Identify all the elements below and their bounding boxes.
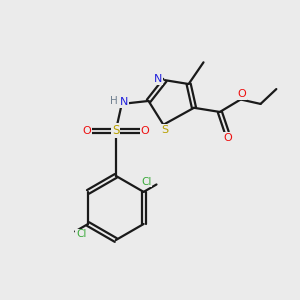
Text: S: S bbox=[161, 125, 168, 135]
Text: O: O bbox=[82, 126, 91, 136]
Text: O: O bbox=[223, 133, 232, 142]
Text: N: N bbox=[154, 74, 163, 84]
Text: Cl: Cl bbox=[141, 176, 151, 187]
Text: S: S bbox=[112, 124, 119, 137]
Text: O: O bbox=[141, 126, 149, 136]
Text: N: N bbox=[120, 98, 128, 107]
Text: H: H bbox=[110, 96, 117, 106]
Text: Cl: Cl bbox=[76, 230, 86, 239]
Text: O: O bbox=[238, 89, 247, 99]
